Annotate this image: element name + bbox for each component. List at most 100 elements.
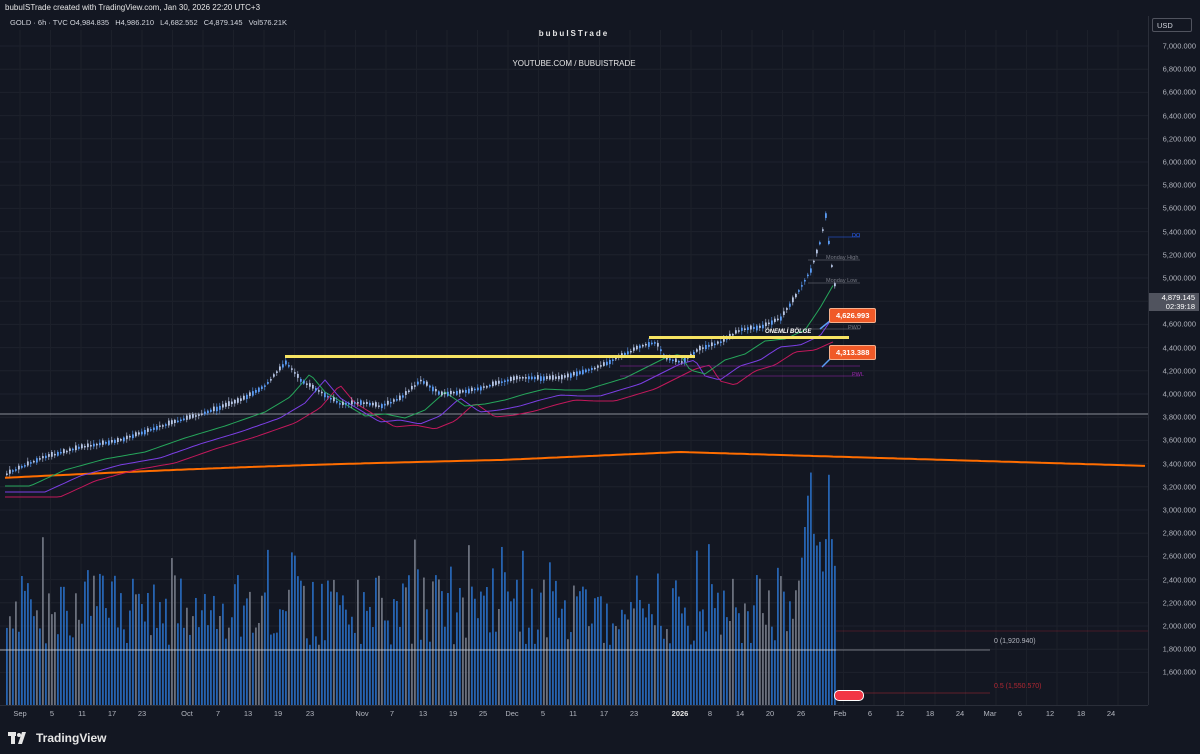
open-value: 4,984.835 (75, 18, 110, 27)
volume-bar (720, 634, 722, 705)
volume-bar (780, 576, 782, 705)
candle-body (129, 435, 131, 438)
candle-body (417, 381, 419, 385)
candle-body (744, 328, 746, 330)
time-tick-label: 14 (735, 709, 745, 718)
price-tick-label: 3,800.000 (1162, 412, 1196, 422)
candle-body (228, 401, 230, 406)
candle-body (174, 419, 176, 423)
volume-bar (330, 591, 332, 705)
last-price-value: 4,879.145 (1161, 293, 1195, 302)
candle-body (51, 452, 53, 457)
candle-body (819, 242, 821, 245)
time-tick-label: Mar (983, 709, 997, 718)
time-tick-label: Feb (833, 709, 847, 718)
candle-body (273, 374, 275, 377)
candle-body (399, 395, 401, 401)
candle-body (216, 406, 218, 412)
candle-body (183, 418, 185, 421)
volume-bar (297, 576, 299, 705)
price-axis[interactable]: 7,000.000 6,800.000 6,600.000 6,400.000 6,20… (1148, 16, 1200, 705)
volume-bar (360, 643, 362, 705)
volume-bar (480, 591, 482, 705)
volume-bar (708, 544, 710, 705)
time-tick-label: 19 (448, 709, 458, 718)
volume-bar (744, 603, 746, 705)
time-axis[interactable]: Sep 5 11 17 23 Oct 7 13 19 23 Nov 7 13 19 25 Dec 5 11 17 23… (0, 705, 1148, 722)
volume-bar (309, 644, 311, 705)
time-tick-label: 25 (478, 709, 488, 718)
volume-bar (432, 581, 434, 705)
candle-body (477, 387, 479, 391)
volume-bar (729, 620, 731, 705)
candle-body (246, 394, 248, 400)
candle-body (345, 402, 347, 405)
volume-bar (369, 606, 371, 705)
candle-body (639, 345, 641, 349)
candle-body (153, 427, 155, 430)
time-tick-label: 7 (215, 709, 221, 718)
volume-bar (186, 607, 188, 705)
candle-body (303, 380, 305, 384)
key-zone-lower (285, 355, 695, 358)
candle-body (660, 349, 662, 352)
volume-bar (807, 495, 809, 705)
candle-body (120, 438, 122, 441)
volume-bar (87, 570, 89, 705)
candle-body (756, 325, 758, 331)
candle-body (132, 434, 134, 439)
volume-bar (9, 616, 11, 705)
volume-bar (765, 624, 767, 705)
candle-body (234, 399, 236, 404)
volume-bar (576, 596, 578, 705)
candle-body (405, 391, 407, 395)
volume-bar (279, 609, 281, 705)
symbol-legend[interactable]: GOLD · 6h · TVC O4,984.835 H4,986.210 L4… (10, 16, 291, 30)
volume-bar (282, 609, 284, 705)
tradingview-logo[interactable]: TradingView (8, 731, 106, 745)
candle-body (696, 349, 698, 352)
currency-button[interactable]: USD (1152, 18, 1192, 32)
price-tick-label: 5,000.000 (1162, 273, 1196, 283)
volume-bar (123, 629, 125, 705)
volume-bar (102, 575, 104, 705)
volume-bar (405, 587, 407, 705)
volume-bar (600, 596, 602, 705)
price-tick-label: 6,800.000 (1162, 64, 1196, 74)
time-tick-label: 19 (273, 709, 283, 718)
candle-body (675, 358, 677, 363)
candle-body (702, 347, 704, 349)
volume-bar (75, 593, 77, 705)
candle-body (369, 402, 371, 406)
price-tag-lower[interactable]: 4,313.388 (829, 345, 877, 360)
volume-bar (591, 623, 593, 705)
volume-bar (801, 557, 803, 705)
volume-bar (834, 565, 836, 705)
volume-bar (273, 633, 275, 705)
volume-bar (351, 616, 353, 705)
candle-body (57, 451, 59, 456)
candle-body (804, 279, 806, 282)
volume-bar (798, 580, 800, 705)
ema-purple-line (5, 316, 834, 493)
candle-body (24, 465, 26, 467)
volume-bar (225, 638, 227, 705)
candle-body (213, 406, 215, 412)
time-tick-label: 18 (925, 709, 935, 718)
volume-bar (84, 581, 86, 705)
volume-bar (468, 545, 470, 705)
candle-body (237, 398, 239, 403)
event-markers[interactable] (834, 690, 864, 701)
volume-bar (831, 539, 833, 705)
volume-bar (27, 583, 29, 705)
volume-bar (243, 605, 245, 705)
candle-body (318, 390, 320, 392)
volume-bar (384, 620, 386, 705)
price-chart[interactable] (0, 16, 1148, 705)
price-tag-upper[interactable]: 4,626.993 (829, 308, 877, 323)
candle-body (489, 384, 491, 387)
volume-bar (51, 614, 53, 705)
candle-body (60, 451, 62, 454)
candle-body (807, 274, 809, 277)
